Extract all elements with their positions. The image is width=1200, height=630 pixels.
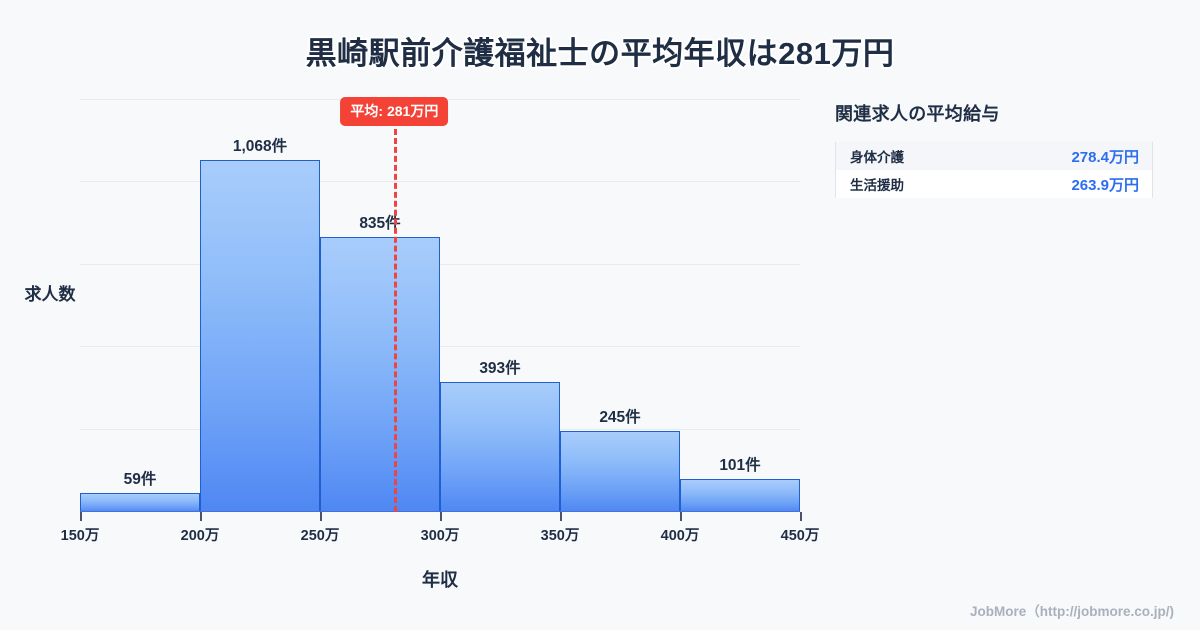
histogram-bar xyxy=(80,492,200,512)
x-axis-tick xyxy=(800,512,802,521)
bar-value-label: 835件 xyxy=(359,214,401,232)
x-axis-tick xyxy=(320,512,322,521)
related-salary-row: 身体介護 278.4万円 xyxy=(836,142,1152,170)
x-axis-title: 年収 xyxy=(422,570,458,590)
x-axis-tick-label: 350万 xyxy=(540,528,580,544)
x-axis-tick xyxy=(560,512,562,521)
bar-value-label: 393件 xyxy=(479,360,521,378)
related-salary-row-label: 身体介護 xyxy=(850,150,904,165)
x-axis-tick xyxy=(80,512,82,521)
related-salary-row-value: 263.9万円 xyxy=(1071,176,1139,194)
x-axis-tick-label: 300万 xyxy=(420,528,460,544)
histogram-plot-area: 59件 1,068件 835件 393件 245件 101件 150万 200万 250万 30… xyxy=(61,97,819,544)
histogram-bar xyxy=(200,160,320,512)
page-title: 黒崎駅前介護福祉士の平均年収は281万円 xyxy=(305,36,895,71)
x-axis-tick-label: 250万 xyxy=(300,528,340,544)
x-axis-tick xyxy=(440,512,442,521)
x-axis-tick-label: 150万 xyxy=(60,528,100,544)
x-axis-tick xyxy=(680,512,682,521)
x-axis-tick-label: 450万 xyxy=(780,528,820,544)
x-axis-tick-label: 400万 xyxy=(660,528,700,544)
histogram-bar xyxy=(320,236,440,512)
bar-value-label: 59件 xyxy=(123,470,157,488)
gridline xyxy=(80,346,800,348)
x-axis-baseline xyxy=(80,510,800,512)
histogram-bar xyxy=(560,431,680,512)
x-axis-tick xyxy=(200,512,202,521)
related-salary-panel: 関連求人の平均給与 身体介護 278.4万円生活援助 263.9万円 xyxy=(835,100,1175,198)
average-line xyxy=(394,120,398,512)
footer-attribution: JobMore（http://jobmore.co.jp/) xyxy=(970,604,1174,619)
bar-value-label: 101件 xyxy=(719,456,761,474)
related-salary-row: 生活援助 263.9万円 xyxy=(836,170,1152,198)
gridline xyxy=(80,263,800,265)
x-axis-tick-label: 200万 xyxy=(180,528,220,544)
histogram-bar xyxy=(680,478,800,512)
related-salary-row-label: 生活援助 xyxy=(850,178,904,193)
y-axis-title: 求人数 xyxy=(24,285,76,304)
average-badge: 平均: 281万円 xyxy=(340,97,449,126)
related-salary-row-value: 278.4万円 xyxy=(1071,148,1139,166)
histogram-bar xyxy=(440,382,560,512)
related-salary-title: 関連求人の平均給与 xyxy=(835,104,1000,124)
bar-value-label: 1,068件 xyxy=(232,138,288,155)
gridline xyxy=(80,181,800,183)
related-salary-table: 身体介護 278.4万円生活援助 263.9万円 xyxy=(835,142,1153,198)
bar-value-label: 245件 xyxy=(599,409,641,427)
